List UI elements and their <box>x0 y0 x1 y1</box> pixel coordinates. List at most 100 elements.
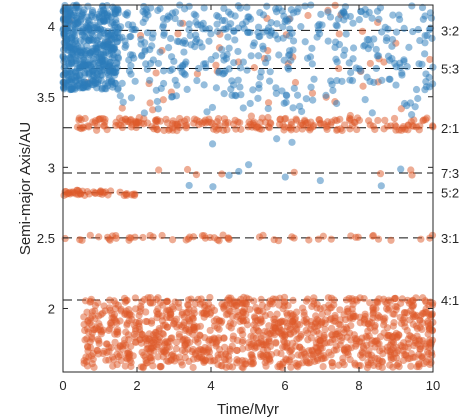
data-point <box>124 117 132 126</box>
data-point <box>289 37 298 45</box>
data-point <box>220 4 228 13</box>
y-axis-label: Semi-major Axis/AU <box>17 122 34 255</box>
data-point <box>105 74 113 82</box>
data-point <box>278 87 286 95</box>
data-point <box>95 14 103 22</box>
data-point <box>100 122 108 130</box>
data-point <box>116 317 124 325</box>
data-point <box>388 35 397 44</box>
data-point <box>68 51 76 59</box>
data-point <box>301 2 309 10</box>
data-point <box>168 92 177 101</box>
resonance-label: 5:3 <box>441 62 459 77</box>
data-point <box>304 295 312 303</box>
data-point <box>230 59 238 67</box>
data-point <box>94 33 102 41</box>
data-point <box>254 23 263 31</box>
data-point <box>259 346 267 354</box>
data-point <box>143 65 151 73</box>
data-point <box>328 359 336 367</box>
scatter-points <box>59 1 437 372</box>
data-point <box>127 62 135 70</box>
data-point <box>62 82 70 90</box>
data-point <box>104 191 112 199</box>
data-point <box>333 99 341 108</box>
data-point <box>200 313 208 321</box>
data-point <box>289 46 297 54</box>
data-point <box>243 3 251 11</box>
data-point <box>378 76 386 84</box>
data-point <box>241 357 249 365</box>
data-point <box>336 306 344 314</box>
data-point <box>127 123 136 131</box>
data-point <box>346 111 354 120</box>
data-point <box>407 118 415 126</box>
data-point <box>213 20 221 28</box>
data-point <box>86 338 94 346</box>
data-point <box>87 314 95 322</box>
data-point <box>88 6 97 15</box>
data-point <box>173 122 182 130</box>
data-point <box>102 42 110 51</box>
plot-frame <box>62 4 434 373</box>
data-point <box>249 86 257 94</box>
data-point <box>156 48 164 56</box>
data-point <box>235 167 243 176</box>
data-point <box>389 11 397 19</box>
data-point <box>141 39 149 47</box>
data-point <box>125 352 133 360</box>
data-point <box>386 297 394 305</box>
data-point <box>314 22 322 30</box>
data-point <box>198 43 206 51</box>
data-point <box>208 140 217 148</box>
resonance-labels: 3:2 5:3 2:1 7:3 5:2 3:1 4:1 <box>441 23 459 308</box>
data-point <box>203 348 211 356</box>
data-point <box>138 331 146 339</box>
data-point <box>219 126 228 134</box>
data-point <box>143 345 151 353</box>
data-point <box>255 233 264 241</box>
data-point <box>146 76 154 84</box>
data-point <box>320 304 328 312</box>
data-point <box>191 300 199 308</box>
data-point <box>244 123 252 131</box>
data-point <box>168 65 177 73</box>
data-point <box>186 233 194 241</box>
data-point <box>256 32 264 41</box>
data-point <box>361 310 369 318</box>
data-point <box>106 236 114 244</box>
data-point <box>72 76 80 85</box>
data-point <box>210 234 218 242</box>
data-point <box>275 4 283 12</box>
data-point <box>289 104 297 112</box>
data-point <box>121 298 129 306</box>
data-point <box>390 114 399 123</box>
data-point <box>193 323 201 331</box>
data-point <box>377 182 385 190</box>
data-point <box>164 44 173 52</box>
data-point <box>77 13 85 21</box>
data-point <box>282 355 290 363</box>
data-point <box>212 84 220 92</box>
data-point <box>187 41 195 49</box>
data-point <box>359 82 367 90</box>
data-point <box>421 39 429 47</box>
x-tick-label: 6 <box>281 378 288 393</box>
data-point <box>254 327 262 335</box>
data-point <box>118 79 126 87</box>
data-point <box>300 308 308 316</box>
data-point <box>292 125 300 133</box>
data-point <box>312 312 320 320</box>
data-point <box>340 121 349 129</box>
data-point <box>230 299 239 307</box>
resonance-label: 5:2 <box>441 186 459 201</box>
data-point <box>314 235 323 243</box>
data-point <box>340 51 348 59</box>
data-point <box>286 25 294 33</box>
data-point <box>152 69 160 77</box>
data-point <box>122 328 130 336</box>
data-point <box>349 55 357 63</box>
data-point <box>421 116 430 124</box>
data-point <box>347 68 355 77</box>
data-point <box>106 325 114 333</box>
